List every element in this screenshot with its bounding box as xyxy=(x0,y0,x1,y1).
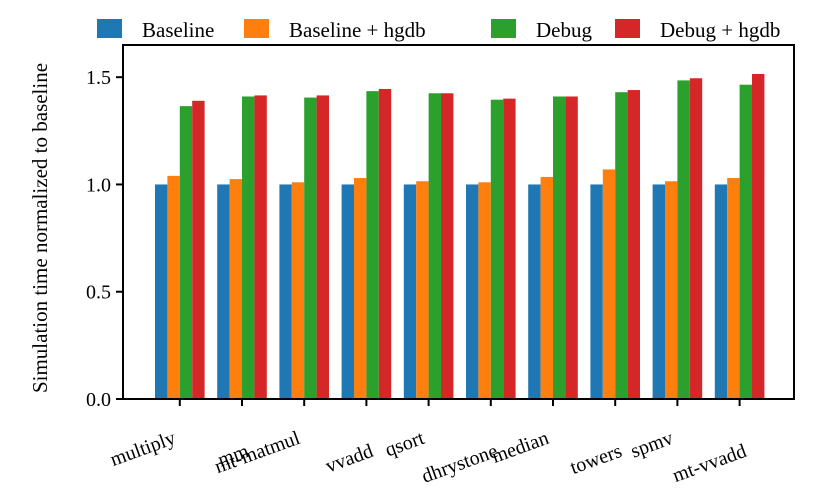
bar-baseline-dhrystone xyxy=(466,184,479,399)
bar-baseline-mm xyxy=(217,184,230,399)
bar-debug-dhrystone xyxy=(490,99,504,399)
bar-baseline-hgdb-towers xyxy=(602,169,616,399)
bar-baseline-mt-matmul xyxy=(279,184,292,399)
y-axis-label: Simulation time normalized to baseline xyxy=(28,63,52,393)
bar-baseline-mt-vvadd xyxy=(714,184,728,399)
bar-baseline-multiply xyxy=(155,184,168,399)
x-tick-label: towers xyxy=(567,440,625,479)
bar-baseline-hgdb-mt-vvadd xyxy=(727,178,740,399)
bar-debug-hgdb-median xyxy=(565,96,578,399)
legend-swatch-baseline-hgdb xyxy=(244,19,269,38)
bar-debug-hgdb-multiply xyxy=(192,100,205,400)
x-tick-label: spmv xyxy=(628,427,676,462)
x-tick-label: qsort xyxy=(382,427,428,462)
legend: Baseline Baseline + hgdb Debug Debug + hgdb xyxy=(97,18,780,42)
bar-debug-spmv xyxy=(677,80,690,400)
bar-baseline-vvadd xyxy=(341,184,354,399)
x-tick-label: mt-vvadd xyxy=(670,440,750,487)
bar-baseline-hgdb-dhrystone xyxy=(478,182,491,399)
bar-debug-qsort xyxy=(428,93,441,399)
bars xyxy=(155,73,765,400)
legend-swatch-baseline xyxy=(97,19,122,38)
legend-label: Baseline xyxy=(142,18,214,42)
bar-debug-hgdb-mt-matmul xyxy=(316,95,329,399)
bar-debug-hgdb-spmv xyxy=(689,78,703,399)
bar-baseline-hgdb-qsort xyxy=(416,181,429,399)
bar-debug-median xyxy=(553,96,566,399)
bar-debug-towers xyxy=(615,92,628,399)
bar-debug-mm xyxy=(242,96,255,399)
y-tick-label: 0.0 xyxy=(86,389,111,411)
x-tick-label: multiply xyxy=(107,427,178,471)
bar-baseline-hgdb-mt-matmul xyxy=(291,182,305,399)
legend-swatch-debug-hgdb xyxy=(615,19,640,38)
bar-debug-mt-vvadd xyxy=(739,84,752,399)
bar-baseline-hgdb-mm xyxy=(229,179,242,399)
bar-debug-mt-matmul xyxy=(304,97,317,400)
bar-debug-hgdb-mm xyxy=(254,95,267,399)
bar-baseline-hgdb-vvadd xyxy=(354,178,367,399)
y-tick-label: 0.5 xyxy=(86,282,111,304)
bar-baseline-median xyxy=(528,184,541,399)
bar-debug-hgdb-vvadd xyxy=(378,88,392,400)
bar-baseline-spmv xyxy=(652,184,665,399)
y-tick-label: 1.5 xyxy=(86,67,111,89)
x-tick-label: vvadd xyxy=(323,440,376,477)
bar-baseline-hgdb-median xyxy=(540,176,553,399)
y-tick-label: 1.0 xyxy=(86,174,111,196)
bar-debug-vvadd xyxy=(366,91,379,400)
bar-debug-hgdb-qsort xyxy=(441,93,454,399)
bar-debug-hgdb-towers xyxy=(627,90,640,400)
bar-debug-multiply xyxy=(179,106,193,400)
legend-label: Baseline + hgdb xyxy=(289,18,426,42)
plot-frame xyxy=(122,44,795,400)
x-tick-label: median xyxy=(489,427,552,468)
legend-label: Debug xyxy=(536,18,592,42)
x-tick-label: mt-matmul xyxy=(212,427,303,478)
legend-label: Debug + hgdb xyxy=(660,18,780,42)
legend-swatch-debug xyxy=(491,19,516,38)
bar-baseline-hgdb-multiply xyxy=(167,175,180,399)
bar-baseline-hgdb-spmv xyxy=(665,181,678,399)
y-axis: 0.0 0.5 1.0 1.5 xyxy=(86,67,123,411)
bar-baseline-towers xyxy=(590,184,603,399)
bar-debug-hgdb-dhrystone xyxy=(503,98,516,400)
bar-debug-hgdb-mt-vvadd xyxy=(752,73,765,400)
bar-baseline-qsort xyxy=(403,184,417,399)
